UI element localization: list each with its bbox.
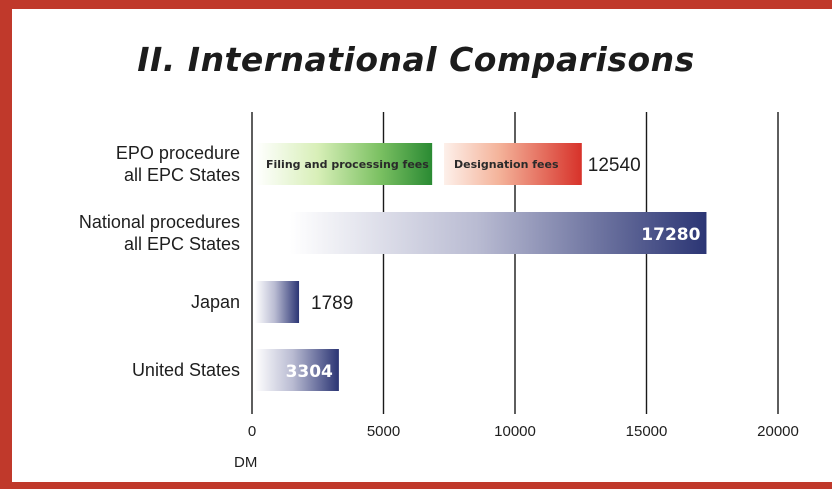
bar-segment [256,143,433,185]
category-label: National procedures [79,212,240,232]
category-label: United States [132,360,240,380]
value-label: 12540 [588,155,641,176]
x-axis-unit-label: DM [234,454,257,471]
x-tick-label: 5000 [367,423,400,440]
category-label: EPO procedure [116,143,240,163]
bar [290,212,707,254]
x-tick-label: 15000 [626,423,668,440]
segment-label: Designation fees [454,158,559,171]
segment-label: Filing and processing fees [266,158,429,171]
value-label: 17280 [641,225,700,245]
category-label: Japan [191,292,240,312]
grid-lines [251,112,779,414]
bar [255,281,300,323]
x-tick-label: 0 [248,423,256,440]
x-tick-label: 10000 [494,423,536,440]
category-label: all EPC States [124,165,240,185]
value-label: 3304 [286,362,333,382]
x-tick-label: 20000 [757,423,799,440]
value-label: 1789 [311,293,353,314]
bars [255,143,707,391]
bar [255,349,339,391]
bar-segment [443,143,582,185]
chart-title: II. International Comparisons [137,40,695,79]
category-label: all EPC States [124,234,240,254]
